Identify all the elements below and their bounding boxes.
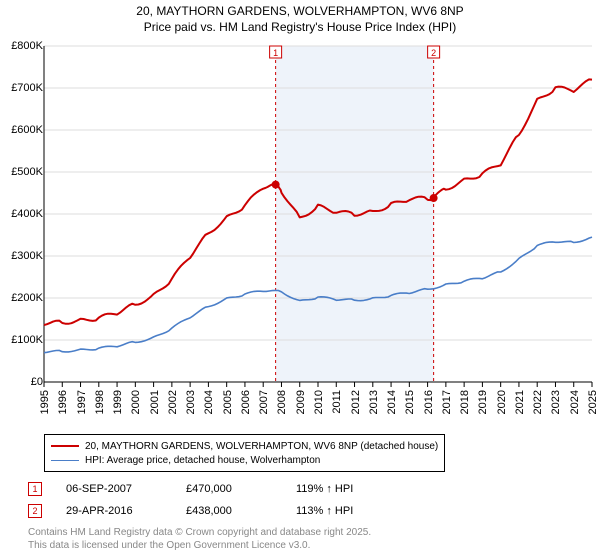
sale-row: 1 06-SEP-2007£470,000119% ↑ HPI bbox=[28, 478, 406, 500]
x-tick-label: 2023 bbox=[550, 390, 562, 414]
sale-marker: 1 bbox=[28, 482, 42, 496]
footnote-line-1: Contains HM Land Registry data © Crown c… bbox=[28, 527, 371, 540]
y-tick-label: £100K bbox=[11, 334, 43, 346]
x-tick-label: 1997 bbox=[76, 390, 88, 414]
x-tick-label: 1995 bbox=[39, 390, 51, 414]
y-tick-label: £500K bbox=[11, 166, 43, 178]
sale-vs-hpi: 119% ↑ HPI bbox=[296, 483, 406, 495]
y-tick-label: £600K bbox=[11, 124, 43, 136]
sale-marker: 2 bbox=[28, 504, 42, 518]
chart-area: 12 £0£100K£200K£300K£400K£500K£600K£700K… bbox=[0, 38, 600, 428]
legend-item: 20, MAYTHORN GARDENS, WOLVERHAMPTON, WV6… bbox=[51, 439, 438, 453]
svg-text:2: 2 bbox=[431, 48, 436, 58]
x-tick-label: 2018 bbox=[459, 390, 471, 414]
sale-price: £470,000 bbox=[186, 483, 296, 495]
title-line-1: 20, MAYTHORN GARDENS, WOLVERHAMPTON, WV6… bbox=[0, 4, 600, 20]
svg-text:1: 1 bbox=[273, 48, 278, 58]
x-tick-label: 2022 bbox=[532, 390, 544, 414]
y-tick-label: £300K bbox=[11, 250, 43, 262]
x-tick-label: 2004 bbox=[203, 390, 215, 414]
title-line-2: Price paid vs. HM Land Registry's House … bbox=[0, 20, 600, 36]
y-tick-label: £200K bbox=[11, 292, 43, 304]
chart-svg: 12 bbox=[0, 38, 600, 428]
x-tick-label: 2014 bbox=[386, 390, 398, 414]
x-tick-label: 2013 bbox=[368, 390, 380, 414]
x-tick-label: 2017 bbox=[441, 390, 453, 414]
x-tick-label: 1999 bbox=[112, 390, 124, 414]
x-tick-label: 2024 bbox=[569, 390, 581, 414]
footnote-line-2: This data is licensed under the Open Gov… bbox=[28, 540, 371, 553]
x-tick-label: 2002 bbox=[167, 390, 179, 414]
x-tick-label: 2010 bbox=[313, 390, 325, 414]
y-tick-label: £700K bbox=[11, 82, 43, 94]
sale-vs-hpi: 113% ↑ HPI bbox=[296, 505, 406, 517]
x-tick-label: 1996 bbox=[57, 390, 69, 414]
legend-item: HPI: Average price, detached house, Wolv… bbox=[51, 453, 438, 467]
x-tick-label: 2011 bbox=[331, 390, 343, 414]
y-tick-label: £800K bbox=[11, 40, 43, 52]
x-tick-label: 2005 bbox=[222, 390, 234, 414]
x-tick-label: 2016 bbox=[423, 390, 435, 414]
sale-row: 2 29-APR-2016£438,000113% ↑ HPI bbox=[28, 500, 406, 522]
x-tick-label: 2006 bbox=[240, 390, 252, 414]
sale-date: 29-APR-2016 bbox=[66, 505, 186, 517]
sale-price: £438,000 bbox=[186, 505, 296, 517]
x-tick-label: 2003 bbox=[185, 390, 197, 414]
chart-title: 20, MAYTHORN GARDENS, WOLVERHAMPTON, WV6… bbox=[0, 0, 600, 35]
legend-label: 20, MAYTHORN GARDENS, WOLVERHAMPTON, WV6… bbox=[85, 441, 438, 452]
y-tick-label: £0 bbox=[31, 376, 43, 388]
x-tick-label: 2008 bbox=[276, 390, 288, 414]
footnote: Contains HM Land Registry data © Crown c… bbox=[28, 527, 371, 552]
x-tick-label: 2001 bbox=[149, 390, 161, 414]
sales-table: 1 06-SEP-2007£470,000119% ↑ HPI 2 29-APR-20… bbox=[28, 478, 406, 522]
legend-swatch bbox=[51, 460, 79, 461]
x-tick-label: 2015 bbox=[404, 390, 416, 414]
x-tick-label: 2025 bbox=[587, 390, 599, 414]
x-tick-label: 2000 bbox=[130, 390, 142, 414]
x-tick-label: 2021 bbox=[514, 390, 526, 414]
legend-label: HPI: Average price, detached house, Wolv… bbox=[85, 455, 320, 466]
legend-swatch bbox=[51, 445, 79, 447]
x-tick-label: 2019 bbox=[477, 390, 489, 414]
sale-date: 06-SEP-2007 bbox=[66, 483, 186, 495]
x-tick-label: 2012 bbox=[350, 390, 362, 414]
y-tick-label: £400K bbox=[11, 208, 43, 220]
x-tick-label: 2007 bbox=[258, 390, 270, 414]
x-tick-label: 2020 bbox=[496, 390, 508, 414]
x-tick-label: 2009 bbox=[295, 390, 307, 414]
legend: 20, MAYTHORN GARDENS, WOLVERHAMPTON, WV6… bbox=[44, 434, 445, 472]
x-tick-label: 1998 bbox=[94, 390, 106, 414]
